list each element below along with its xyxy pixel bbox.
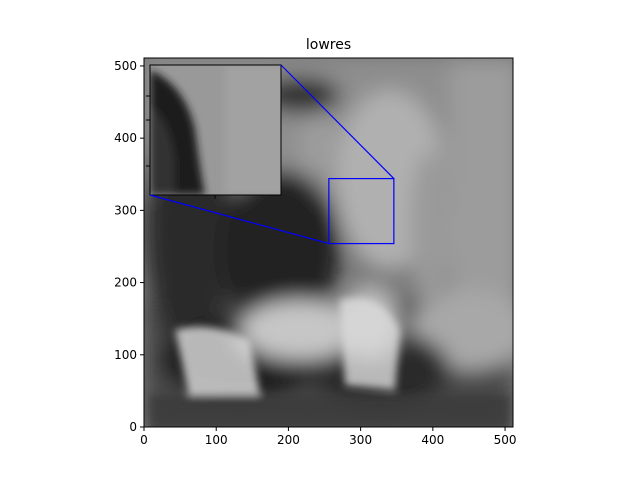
y-axis: 0 100 200 300 400 500 [114,59,144,434]
x-axis: 0 100 200 300 400 500 [140,427,516,447]
y-tick-label: 500 [114,59,137,73]
y-tick-label: 0 [129,420,137,434]
y-tick-label: 300 [114,203,137,217]
x-tick-label: 0 [140,433,148,447]
x-tick-label: 100 [205,433,228,447]
chart-title: lowres [306,37,351,53]
zoom-inset [146,65,285,199]
x-tick-label: 400 [421,433,444,447]
y-tick-label: 100 [114,348,137,362]
x-tick-label: 200 [277,433,300,447]
x-tick-label: 300 [349,433,372,447]
y-tick-label: 400 [114,131,137,145]
y-tick-label: 200 [114,276,137,290]
x-tick-label: 500 [494,433,517,447]
